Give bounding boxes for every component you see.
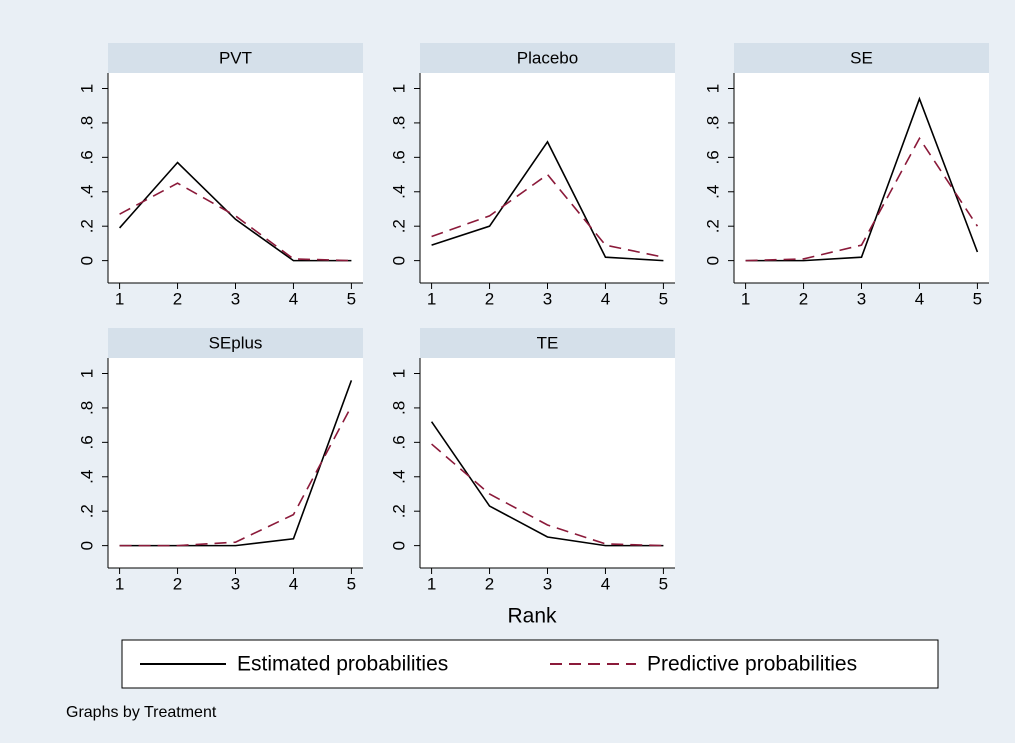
y-tick-label: .6: [77, 150, 96, 164]
y-tick-label: .8: [389, 401, 408, 415]
strip: [734, 43, 989, 73]
x-tick-label: 4: [289, 574, 298, 593]
x-tick-label: 3: [543, 289, 552, 308]
data-line: [745, 96, 979, 262]
plot-area: [734, 73, 989, 283]
y-tick-label: .2: [77, 219, 96, 233]
x-tick-label: 5: [659, 574, 668, 593]
data-line: [431, 140, 664, 262]
legend-label: Predictive probabilities: [647, 653, 857, 676]
y-tick-label: 0: [77, 541, 96, 550]
y-tick-label: .8: [77, 401, 96, 415]
x-tick-label: 2: [485, 289, 494, 308]
x-axis-title: Rank: [507, 605, 557, 628]
y-tick-label: .4: [389, 185, 408, 199]
x-tick-label: 2: [173, 289, 182, 308]
panel-title: PVT: [219, 48, 252, 67]
y-tick-label: .4: [389, 470, 408, 484]
x-tick-label: 3: [231, 289, 240, 308]
legend-box: [121, 639, 939, 689]
y-tick-label: .8: [389, 116, 408, 130]
y-tick-label: .2: [703, 219, 722, 233]
data-line: [119, 405, 353, 547]
x-tick-label: 1: [741, 289, 750, 308]
x-tick-label: 2: [173, 574, 182, 593]
x-tick-label: 5: [659, 289, 668, 308]
x-tick-label: 1: [115, 289, 124, 308]
y-tick-label: 1: [77, 369, 96, 378]
strip: [420, 328, 675, 358]
strip: [420, 43, 675, 73]
y-tick-label: 0: [389, 256, 408, 265]
strip: [108, 328, 363, 358]
y-tick-label: .6: [703, 150, 722, 164]
data-line: [431, 443, 664, 547]
y-tick-label: .6: [389, 150, 408, 164]
x-tick-label: 3: [857, 289, 866, 308]
plot-area: [108, 73, 363, 283]
y-tick-label: 1: [703, 84, 722, 93]
legend-label: Estimated probabilities: [237, 653, 448, 676]
panel-title: TE: [537, 333, 559, 352]
x-tick-label: 2: [485, 574, 494, 593]
note: Graphs by Treatment: [66, 704, 217, 721]
data-line: [430, 421, 664, 547]
x-tick-label: 1: [427, 289, 436, 308]
x-tick-label: 4: [601, 289, 610, 308]
panel-title: SEplus: [209, 333, 263, 352]
y-tick-label: 1: [77, 84, 96, 93]
y-tick-label: 0: [77, 256, 96, 265]
data-line: [745, 136, 979, 262]
data-line: [431, 173, 664, 258]
y-tick-label: 0: [703, 256, 722, 265]
y-tick-label: .4: [77, 185, 96, 199]
x-tick-label: 4: [915, 289, 924, 308]
y-tick-label: 1: [389, 84, 408, 93]
x-tick-label: 2: [799, 289, 808, 308]
data-line: [118, 161, 352, 262]
y-tick-label: .8: [703, 116, 722, 130]
x-tick-label: 4: [601, 574, 610, 593]
x-tick-label: 1: [115, 574, 124, 593]
x-tick-label: 1: [427, 574, 436, 593]
y-tick-label: 1: [389, 369, 408, 378]
strip: [108, 43, 363, 73]
y-tick-label: .6: [389, 435, 408, 449]
plot-area: [420, 358, 675, 568]
y-tick-label: .2: [389, 504, 408, 518]
x-tick-label: 4: [289, 289, 298, 308]
panel-title: SE: [850, 48, 873, 67]
data-line: [119, 182, 352, 262]
y-tick-label: .4: [703, 185, 722, 199]
y-tick-label: 0: [389, 541, 408, 550]
y-tick-label: .8: [77, 116, 96, 130]
y-tick-label: .6: [77, 435, 96, 449]
y-tick-label: .2: [77, 504, 96, 518]
x-tick-label: 5: [347, 289, 356, 308]
x-tick-label: 5: [973, 289, 982, 308]
x-tick-label: 3: [543, 574, 552, 593]
plot-area: [108, 358, 363, 568]
x-tick-label: 5: [347, 574, 356, 593]
y-tick-label: .4: [77, 470, 96, 484]
y-tick-label: .2: [389, 219, 408, 233]
panel-title: Placebo: [517, 48, 578, 67]
plot-area: [420, 73, 675, 283]
x-tick-label: 3: [231, 574, 240, 593]
